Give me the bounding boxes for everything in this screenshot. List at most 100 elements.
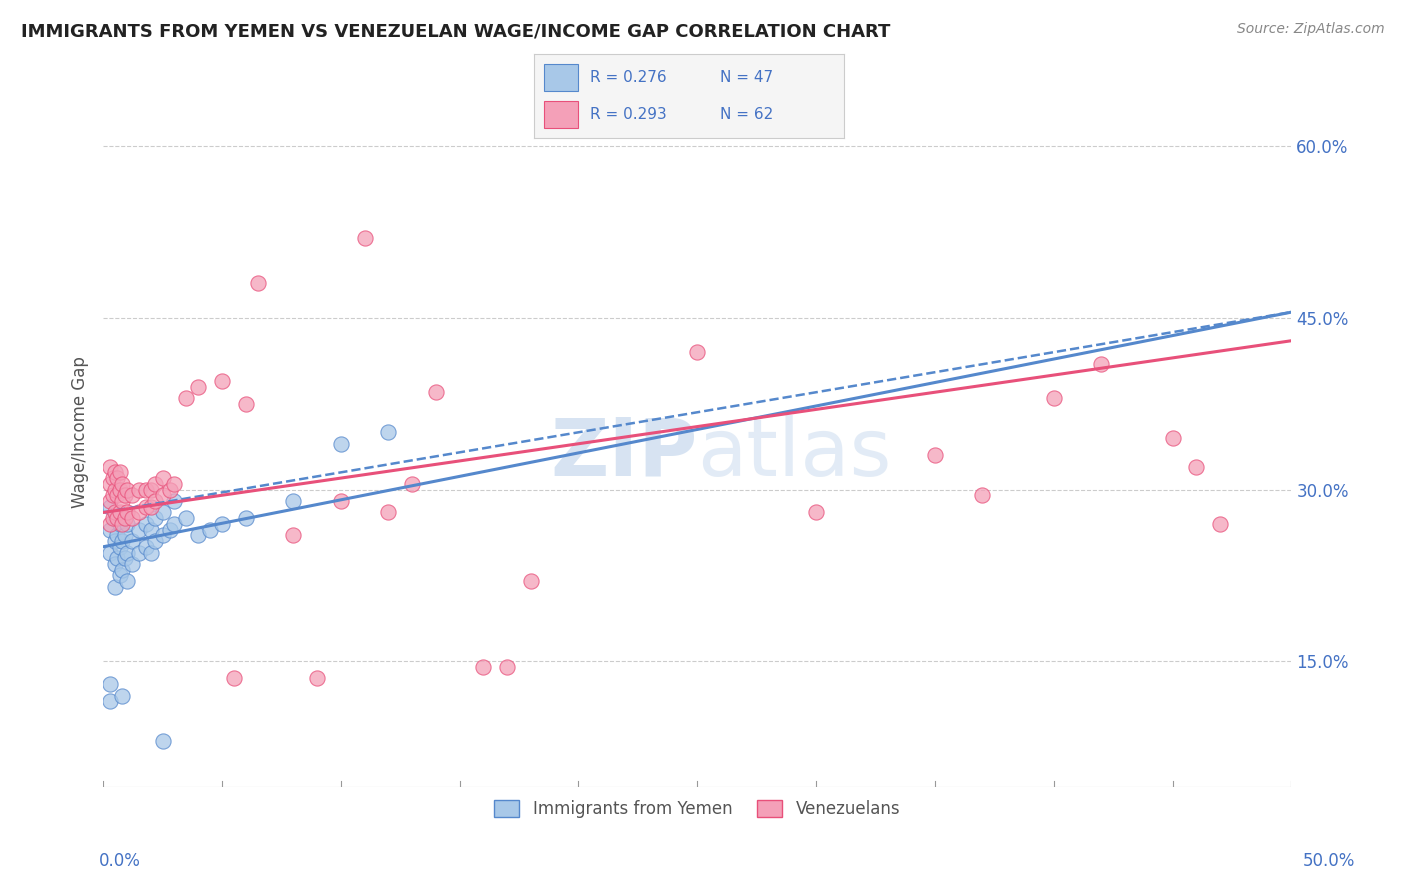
Point [104,557,127,571]
Point [283,528,305,542]
Point [104,534,127,549]
Point [128,483,150,497]
Point [121,511,143,525]
Point [108,466,131,480]
Y-axis label: Wage/Income Gap: Wage/Income Gap [72,357,89,508]
Point [145,511,167,525]
Point [159,523,181,537]
Point [121,557,143,571]
Point [114,511,136,525]
Point [105,511,128,525]
Point [305,672,328,686]
Point [163,516,186,531]
Text: Source: ZipAtlas.com: Source: ZipAtlas.com [1237,22,1385,37]
Point [159,483,181,497]
Point [98,677,121,691]
Text: 0.0%: 0.0% [98,852,141,870]
Point [114,528,136,542]
Point [139,545,162,559]
Point [108,483,131,497]
Point [211,516,233,531]
Point [145,494,167,508]
Point [283,494,305,508]
Point [353,230,375,244]
Point [98,516,121,531]
Point [115,483,138,497]
Point [114,488,136,502]
Point [111,476,134,491]
Point [211,374,233,388]
Point [496,660,519,674]
Point [135,516,157,531]
Point [235,397,257,411]
Point [145,534,167,549]
Point [198,523,221,537]
Text: N = 47: N = 47 [720,70,773,85]
Point [121,488,143,502]
Text: R = 0.276: R = 0.276 [591,70,666,85]
Point [139,483,162,497]
Point [135,483,157,497]
Point [176,511,198,525]
Point [105,488,128,502]
Point [520,574,543,588]
Point [152,505,174,519]
Text: ZIP: ZIP [550,415,697,492]
Point [1090,357,1112,371]
Point [187,379,209,393]
Point [121,534,143,549]
Point [1161,431,1184,445]
Point [139,523,162,537]
Point [152,488,174,502]
Point [104,466,127,480]
Point [1185,459,1208,474]
Bar [544,101,578,128]
Point [105,551,128,566]
Text: N = 62: N = 62 [720,107,773,122]
Text: 50.0%: 50.0% [1302,852,1355,870]
Point [98,459,121,474]
Point [804,505,827,519]
Text: R = 0.293: R = 0.293 [591,107,666,122]
Point [98,523,121,537]
Text: atlas: atlas [697,415,891,492]
Point [104,580,127,594]
Point [135,540,157,554]
Point [145,476,167,491]
Point [924,448,946,462]
Point [115,516,138,531]
Point [401,476,423,491]
Point [222,672,245,686]
Point [163,494,186,508]
Point [111,689,134,703]
Point [139,500,162,514]
Text: IMMIGRANTS FROM YEMEN VS VENEZUELAN WAGE/INCOME GAP CORRELATION CHART: IMMIGRANTS FROM YEMEN VS VENEZUELAN WAGE… [21,22,890,40]
Point [111,534,134,549]
Point [128,505,150,519]
Point [176,391,198,405]
Point [187,528,209,542]
Legend: Immigrants from Yemen, Venezuelans: Immigrants from Yemen, Venezuelans [488,794,907,825]
Point [377,505,399,519]
Point [1209,516,1232,531]
Point [115,574,138,588]
Point [108,516,131,531]
Point [115,505,138,519]
Point [108,540,131,554]
Point [152,471,174,485]
Point [101,471,124,485]
Point [98,494,121,508]
Point [111,563,134,577]
Point [377,425,399,440]
Point [98,476,121,491]
Point [972,488,994,502]
Point [114,551,136,566]
Point [101,488,124,502]
Point [111,511,134,525]
Point [246,277,269,291]
Point [425,385,447,400]
Point [128,523,150,537]
Point [98,500,121,514]
Point [115,545,138,559]
Point [135,500,157,514]
